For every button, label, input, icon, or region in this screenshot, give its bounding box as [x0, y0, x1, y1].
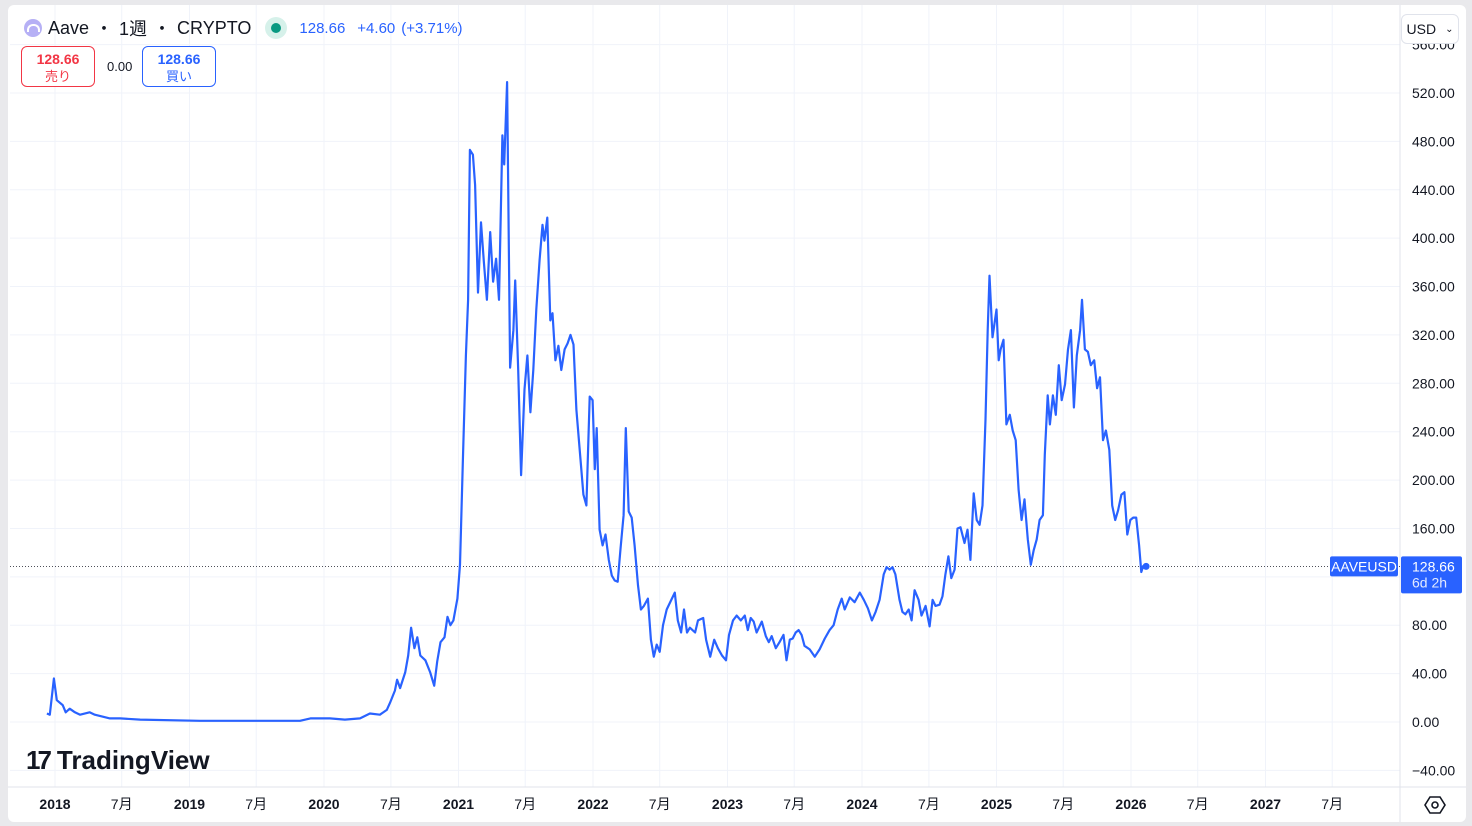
buy-button[interactable]: 128.66 買い [142, 46, 216, 87]
x-tick-label: 2026 [1115, 796, 1146, 812]
price-series-line [46, 80, 1147, 722]
price-label-bg [1401, 556, 1462, 594]
y-tick-label: 200.00 [1412, 472, 1455, 488]
x-tick-label: 2024 [846, 796, 877, 812]
y-tick-label: 360.00 [1412, 279, 1455, 295]
currency-select[interactable]: USD ⌄ [1401, 14, 1459, 44]
y-tick-label: 480.00 [1412, 133, 1455, 149]
y-tick-label: 0.00 [1412, 714, 1439, 730]
sell-label: 売り [44, 69, 71, 84]
y-tick-label: 240.00 [1412, 424, 1455, 440]
market-status-icon [265, 17, 288, 39]
y-tick-label: −40.00 [1412, 762, 1455, 778]
symbol-header: Aave ・ 1週 ・ CRYPTO 128.66 +4.60 (+3.71%) [24, 15, 463, 41]
buy-price: 128.66 [157, 51, 201, 67]
interval[interactable]: 1週 [119, 19, 148, 39]
last-price: 128.66 [299, 19, 346, 37]
chevron-down-icon: ⌄ [1445, 23, 1454, 35]
chart-window: −40.00 0.00 40.00 80.00 160.00 200.00 240.00 28… [8, 5, 1466, 822]
spread: 0.00 [107, 59, 133, 74]
tradingview-logo[interactable]: 17 TradingView [26, 745, 210, 776]
x-tick-label: 2019 [174, 796, 205, 812]
y-tick-label: 400.00 [1412, 230, 1455, 246]
last-point-marker [1142, 562, 1150, 570]
y-tick-label: 520.00 [1412, 85, 1455, 101]
x-tick-label: 7月 [245, 796, 267, 812]
x-tick-label: 2022 [577, 796, 608, 812]
price-change-percent: (+3.71%) [401, 19, 463, 37]
separator: ・ [95, 19, 114, 39]
y-tick-label: 40.00 [1412, 666, 1447, 682]
y-tick-label: 160.00 [1412, 520, 1455, 536]
x-tick-label: 2021 [443, 796, 474, 812]
sell-button[interactable]: 128.66 売り [21, 46, 95, 87]
x-tick-label: 2027 [1250, 796, 1281, 812]
symbol-label-bg [1330, 556, 1398, 577]
x-tick-label: 2018 [39, 796, 70, 812]
brand-name: TradingView [56, 745, 210, 775]
x-tick-label: 7月 [1321, 796, 1343, 812]
price-chart[interactable]: −40.00 0.00 40.00 80.00 160.00 200.00 240.00 28… [8, 5, 1466, 822]
y-tick-label: 440.00 [1412, 182, 1455, 198]
price-change: +4.60 [357, 19, 396, 37]
x-tick-label: 7月 [1187, 796, 1209, 812]
x-tick-label: 7月 [111, 796, 133, 812]
currency-value: USD [1406, 21, 1437, 37]
y-tick-label: 280.00 [1412, 375, 1455, 391]
x-tick-label: 2023 [712, 796, 743, 812]
x-tick-label: 7月 [783, 796, 805, 812]
exchange: CRYPTO [177, 17, 252, 38]
bar-countdown-label: 6d 2h [1412, 574, 1447, 590]
x-tick-label: 7月 [380, 796, 402, 812]
x-tick-label: 7月 [649, 796, 671, 812]
x-tick-label: 7月 [514, 796, 536, 812]
last-price-label: 128.66 [1412, 558, 1455, 574]
x-tick-label: 2020 [308, 796, 339, 812]
y-tick-label: 80.00 [1412, 617, 1447, 633]
y-tick-label: 320.00 [1412, 327, 1455, 343]
symbol-label: AAVEUSD [1331, 558, 1397, 574]
x-tick-label: 7月 [1052, 796, 1074, 812]
x-tick-label: 2025 [981, 796, 1012, 812]
symbol-name[interactable]: Aave [48, 17, 90, 38]
tradingview-mark-icon: 17 [26, 745, 52, 775]
settings-icon[interactable] [1424, 794, 1446, 816]
buy-label: 買い [165, 69, 192, 84]
separator: ・ [153, 19, 172, 39]
sell-price: 128.66 [36, 51, 80, 67]
x-tick-label: 7月 [918, 796, 940, 812]
aave-logo-icon [24, 19, 42, 37]
